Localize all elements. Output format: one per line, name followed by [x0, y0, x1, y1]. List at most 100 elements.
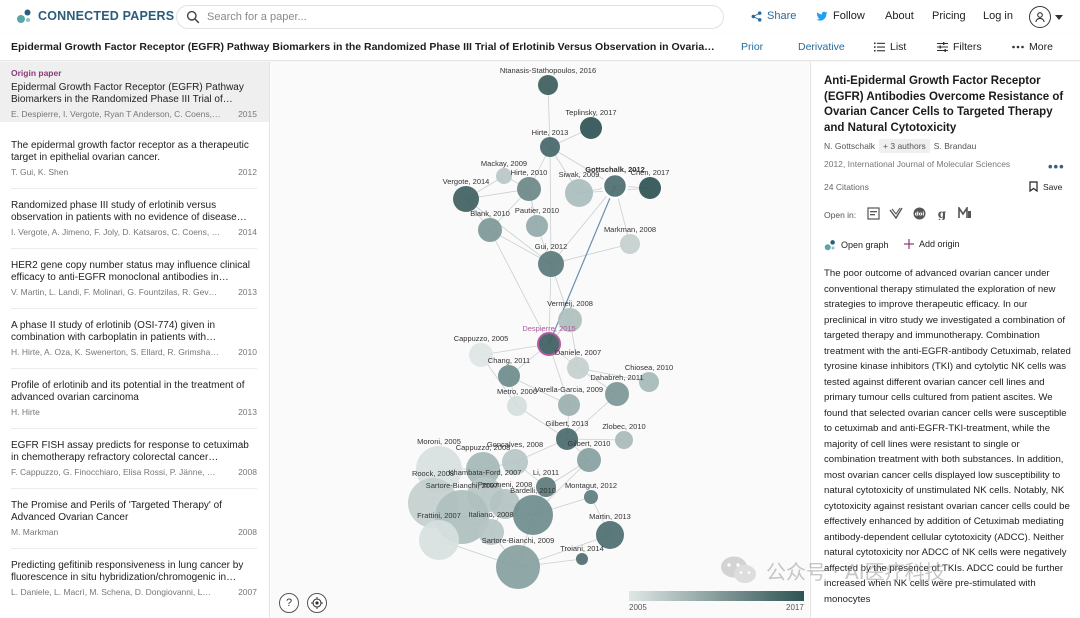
- paper-list-item[interactable]: A phase II study of erlotinib (OSI-774) …: [0, 320, 269, 357]
- graph-node-circle[interactable]: [496, 545, 540, 589]
- graph-node-circle[interactable]: [453, 186, 479, 212]
- graph-node[interactable]: Frattini, 2007: [417, 511, 461, 560]
- help-button[interactable]: ?: [279, 593, 299, 613]
- graph-node[interactable]: Goncalves, 2008: [487, 440, 543, 475]
- pubmed-icon[interactable]: [958, 206, 972, 220]
- share-button[interactable]: Share: [751, 10, 796, 22]
- graph-node[interactable]: Ntanasis-Stathopoulos, 2016: [500, 66, 596, 95]
- graph-node[interactable]: Chang, 2011: [488, 356, 530, 387]
- graph-node-circle[interactable]: [466, 452, 500, 486]
- graph-node-circle[interactable]: [526, 215, 548, 237]
- recenter-button[interactable]: [307, 593, 327, 613]
- paper-list-item[interactable]: Profile of erlotinib and its potential i…: [0, 380, 269, 417]
- graph-node-circle[interactable]: [605, 382, 629, 406]
- graph-node[interactable]: Teplinsky, 2017: [565, 108, 617, 139]
- graph-node[interactable]: Gottschalk, 2012: [585, 165, 645, 200]
- login-link[interactable]: Log in: [983, 10, 1013, 22]
- detail-title[interactable]: Anti-Epidermal Growth Factor Receptor (E…: [824, 75, 1064, 134]
- graph-node-circle[interactable]: [620, 234, 640, 254]
- list-view-button[interactable]: List: [874, 41, 906, 53]
- graph-node[interactable]: Varella-Garcia, 2009: [535, 385, 603, 416]
- filters-button[interactable]: Filters: [937, 41, 982, 53]
- graph-node[interactable]: Chen, 2017: [631, 168, 670, 199]
- account-menu-button[interactable]: [1029, 5, 1067, 29]
- graph-node-circle[interactable]: [584, 490, 598, 504]
- graph-node[interactable]: Personeni, 2008: [478, 480, 533, 519]
- graph-node-circle[interactable]: [536, 477, 556, 497]
- paper-list-item-origin[interactable]: Origin paper Epidermal Growth Factor Rec…: [0, 62, 269, 122]
- detail-more-options-icon[interactable]: •••: [1048, 159, 1065, 174]
- graph-node[interactable]: Gui, 2012: [535, 242, 568, 277]
- graph-node[interactable]: Cappuzzo, 2005: [454, 334, 509, 367]
- graph-node[interactable]: Martin, 2013: [589, 512, 631, 549]
- graph-node-circle[interactable]: [639, 177, 661, 199]
- graph-node[interactable]: Pautier, 2010: [515, 206, 559, 237]
- pricing-link[interactable]: Pricing: [932, 10, 966, 22]
- graph-node-circle[interactable]: [478, 519, 504, 545]
- paper-list-item[interactable]: The epidermal growth factor receptor as …: [0, 140, 269, 177]
- graph-node-circle[interactable]: [507, 396, 527, 416]
- brand-logo[interactable]: CONNECTED PAPERS: [16, 8, 174, 24]
- add-origin-button[interactable]: Add origin: [904, 239, 960, 249]
- graph-node-circle[interactable]: [556, 428, 578, 450]
- graph-node[interactable]: Dahabreh, 2011: [590, 373, 644, 406]
- graph-node[interactable]: Zlobec, 2010: [602, 422, 646, 449]
- graph-node-circle[interactable]: [469, 343, 493, 367]
- graph-node-circle[interactable]: [537, 332, 561, 356]
- graph-node-circle[interactable]: [580, 117, 602, 139]
- graph-node-circle[interactable]: [498, 365, 520, 387]
- graph-node[interactable]: Markman, 2008: [604, 225, 656, 254]
- graph-node-circle[interactable]: [490, 489, 520, 519]
- search-input[interactable]: [207, 8, 707, 26]
- graph-node[interactable]: Li, 2011: [533, 468, 559, 497]
- graph-node[interactable]: Cappuzzo, 2008: [456, 443, 511, 486]
- graph-node-circle[interactable]: [596, 521, 624, 549]
- graph-node[interactable]: Despierre, 2015: [522, 324, 576, 356]
- graph-node[interactable]: Gilbert, 2013: [546, 419, 589, 450]
- graph-node-circle[interactable]: [502, 449, 528, 475]
- graph-node[interactable]: Montagut, 2012: [565, 481, 617, 504]
- graph-node[interactable]: Vergote, 2014: [443, 177, 490, 212]
- paper-list-item[interactable]: EGFR FISH assay predicts for response to…: [0, 440, 269, 477]
- graph-node[interactable]: Blank, 2010: [470, 209, 510, 242]
- graph-node-circle[interactable]: [538, 75, 558, 95]
- graph-node[interactable]: Chiosea, 2010: [625, 363, 673, 392]
- follow-button[interactable]: Follow: [816, 10, 865, 22]
- graph-node-circle[interactable]: [615, 431, 633, 449]
- doi-icon[interactable]: doi: [912, 206, 926, 220]
- google-scholar-icon[interactable]: g: [935, 206, 949, 220]
- prior-works-button[interactable]: Prior: [741, 41, 763, 53]
- graph-node-circle[interactable]: [496, 168, 512, 184]
- graph-node[interactable]: Metro, 2006: [497, 387, 537, 416]
- graph-node-circle[interactable]: [478, 218, 502, 242]
- save-button[interactable]: Save: [1029, 181, 1062, 192]
- semantic-scholar-icon[interactable]: [889, 206, 903, 220]
- graph-node-circle[interactable]: [576, 553, 588, 565]
- paper-list-item[interactable]: HER2 gene copy number status may influen…: [0, 260, 269, 297]
- more-menu-button[interactable]: More: [1012, 41, 1053, 53]
- graph-node-circle[interactable]: [565, 179, 593, 207]
- graph-node[interactable]: Troiani, 2014: [560, 544, 604, 565]
- graph-node[interactable]: Mackay, 2009: [481, 159, 527, 184]
- about-link[interactable]: About: [885, 10, 914, 22]
- graph-node[interactable]: Italiano, 2008: [468, 510, 514, 545]
- graph-node[interactable]: Gilbert, 2010: [568, 439, 611, 472]
- more-authors-chip[interactable]: + 3 authors: [879, 139, 930, 153]
- graph-node-circle[interactable]: [419, 520, 459, 560]
- graph-node[interactable]: Sartore-Bianchi, 2009: [482, 536, 555, 589]
- connected-papers-graph[interactable]: Ntanasis-Stathopoulos, 2016 Teplinsky, 20…: [271, 62, 809, 618]
- graph-node-circle[interactable]: [513, 495, 553, 535]
- graph-node-circle[interactable]: [577, 448, 601, 472]
- graph-node-circle[interactable]: [639, 372, 659, 392]
- graph-node[interactable]: Hirte, 2013: [532, 128, 569, 157]
- graph-node-circle[interactable]: [601, 172, 629, 200]
- graph-node-circle[interactable]: [540, 137, 560, 157]
- graph-node[interactable]: Vermeij, 2008: [547, 299, 593, 332]
- pdf-icon[interactable]: [866, 206, 880, 220]
- graph-node-circle[interactable]: [567, 357, 589, 379]
- graph-node-circle[interactable]: [538, 251, 564, 277]
- detail-author-last[interactable]: S. Brandau: [933, 141, 977, 151]
- search-box[interactable]: [176, 5, 724, 29]
- graph-node-circle[interactable]: [558, 308, 582, 332]
- graph-node-circle[interactable]: [558, 394, 580, 416]
